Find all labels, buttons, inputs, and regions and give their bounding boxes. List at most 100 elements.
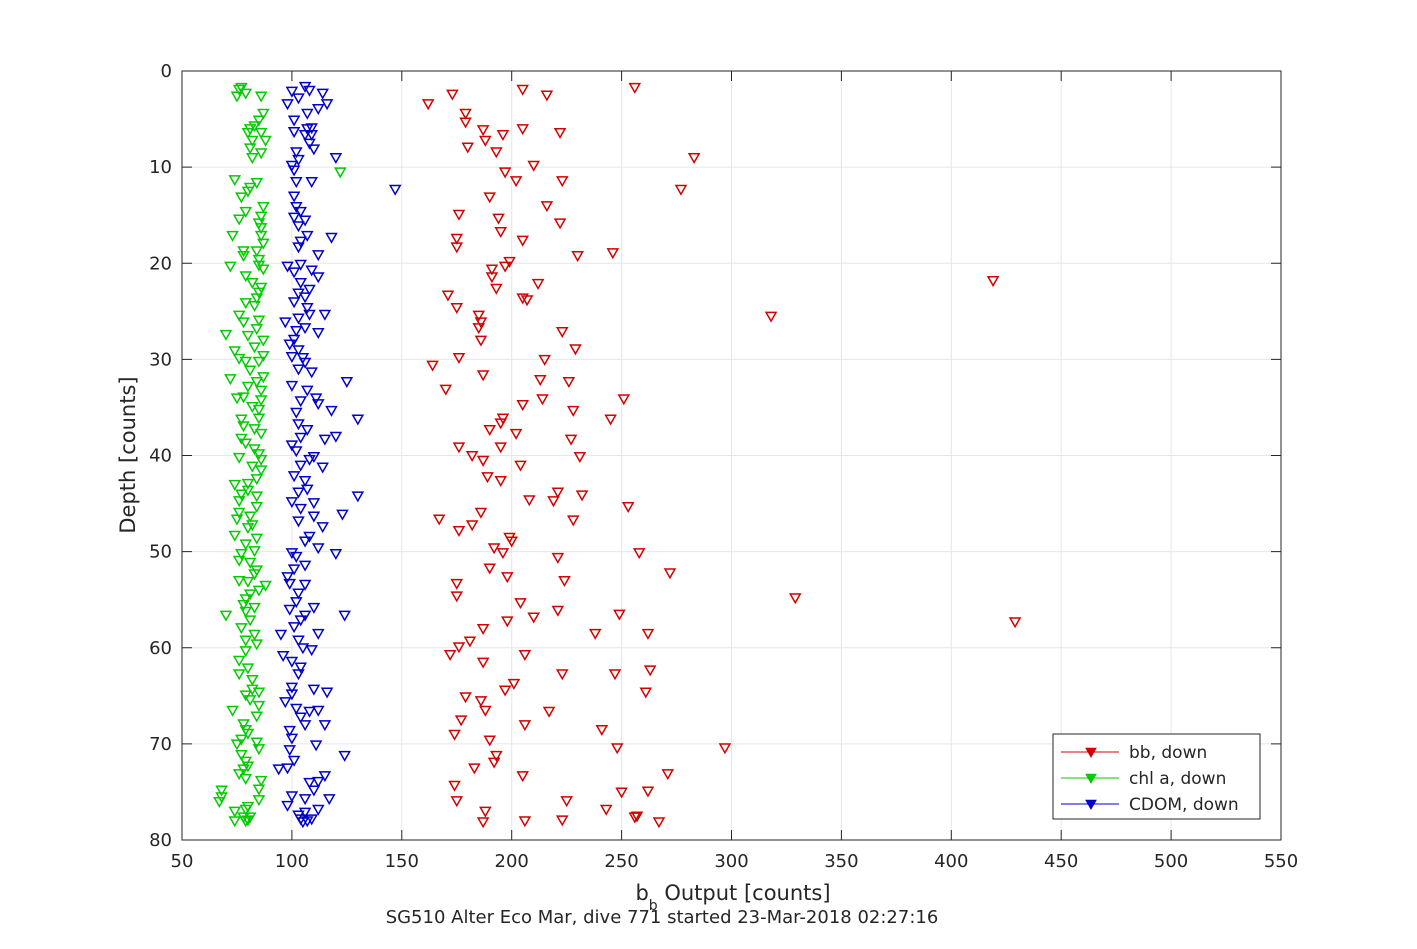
data-point — [290, 177, 303, 189]
data-point — [230, 91, 244, 103]
data-point — [300, 124, 314, 136]
data-point — [472, 310, 486, 322]
data-point — [287, 471, 301, 483]
data-point — [303, 454, 316, 466]
data-point — [257, 202, 270, 214]
data-point — [501, 572, 514, 584]
x-tick-label: 300 — [714, 851, 748, 872]
data-point — [237, 719, 250, 731]
data-point — [237, 599, 250, 612]
data-point — [303, 309, 316, 321]
data-point — [490, 750, 503, 762]
data-point — [290, 703, 303, 715]
data-point — [986, 276, 1000, 288]
y-axis-label: Depth [counts] — [116, 376, 140, 533]
data-point — [257, 351, 270, 363]
data-point — [479, 135, 492, 147]
data-point — [307, 684, 321, 696]
x-axis-label-rest: Output [counts] — [658, 881, 831, 905]
data-point — [243, 695, 257, 707]
chart-caption: SG510 Alter Eco Mar, dive 771 started 23… — [386, 907, 939, 928]
data-point — [573, 451, 587, 463]
data-point — [305, 177, 318, 189]
data-point — [494, 418, 508, 430]
data-point — [294, 206, 307, 218]
data-point — [494, 227, 508, 239]
data-point — [452, 525, 466, 537]
legend-marker — [1085, 799, 1097, 811]
data-point — [239, 206, 253, 218]
data-point — [496, 548, 510, 560]
data-point — [292, 669, 305, 681]
data-point — [558, 575, 571, 587]
data-point — [285, 380, 299, 392]
data-point — [509, 176, 523, 188]
data-point — [239, 298, 253, 310]
data-point — [307, 785, 321, 797]
data-point — [298, 536, 312, 548]
data-point — [281, 99, 294, 111]
data-point — [290, 147, 303, 159]
data-point — [476, 624, 490, 636]
data-point — [450, 578, 464, 590]
legend-marker — [1085, 773, 1097, 785]
data-point — [246, 520, 259, 532]
data-point — [241, 128, 255, 140]
series-0-points — [421, 82, 1022, 829]
data-point — [452, 442, 466, 454]
data-point — [294, 503, 307, 515]
data-point — [718, 743, 732, 755]
data-point — [516, 235, 529, 247]
data-point — [224, 261, 237, 273]
data-point — [239, 438, 253, 450]
legend: bb, down chl a, down CDOM, down — [1052, 733, 1261, 820]
data-point — [252, 687, 266, 699]
data-point — [476, 370, 490, 382]
data-point — [230, 739, 244, 751]
data-point — [604, 414, 617, 426]
data-point — [213, 797, 226, 809]
data-point — [283, 578, 296, 590]
data-point — [241, 523, 255, 535]
data-point — [252, 287, 266, 299]
data-point — [298, 292, 312, 304]
data-point — [228, 806, 242, 818]
data-point — [316, 462, 329, 474]
data-point — [239, 773, 253, 785]
data-point — [250, 639, 264, 651]
data-point — [232, 575, 246, 587]
data-point — [340, 376, 354, 388]
data-point — [311, 776, 325, 788]
data-point — [254, 148, 268, 160]
data-point — [325, 405, 338, 417]
data-point — [483, 563, 497, 575]
data-point — [230, 514, 244, 526]
data-point — [487, 543, 501, 555]
data-point — [329, 549, 343, 561]
data-point — [235, 623, 248, 635]
data-point — [292, 242, 305, 254]
data-point — [285, 351, 299, 364]
data-point — [540, 90, 554, 102]
data-point — [292, 345, 305, 357]
data-point — [235, 414, 248, 426]
data-point — [498, 261, 512, 273]
data-point — [250, 737, 264, 749]
data-point — [474, 317, 488, 329]
data-point — [215, 785, 228, 797]
data-point — [292, 516, 305, 528]
data-point — [250, 376, 264, 388]
data-point — [452, 352, 466, 364]
data-point — [311, 628, 325, 640]
data-point — [613, 609, 626, 621]
data-point — [329, 153, 343, 165]
data-point — [575, 490, 589, 502]
data-point — [555, 815, 569, 827]
data-point — [254, 128, 268, 140]
data-point — [246, 277, 259, 289]
data-point — [553, 218, 567, 230]
x-tick-label: 250 — [604, 851, 638, 872]
data-point — [241, 330, 255, 342]
data-point — [788, 593, 802, 605]
